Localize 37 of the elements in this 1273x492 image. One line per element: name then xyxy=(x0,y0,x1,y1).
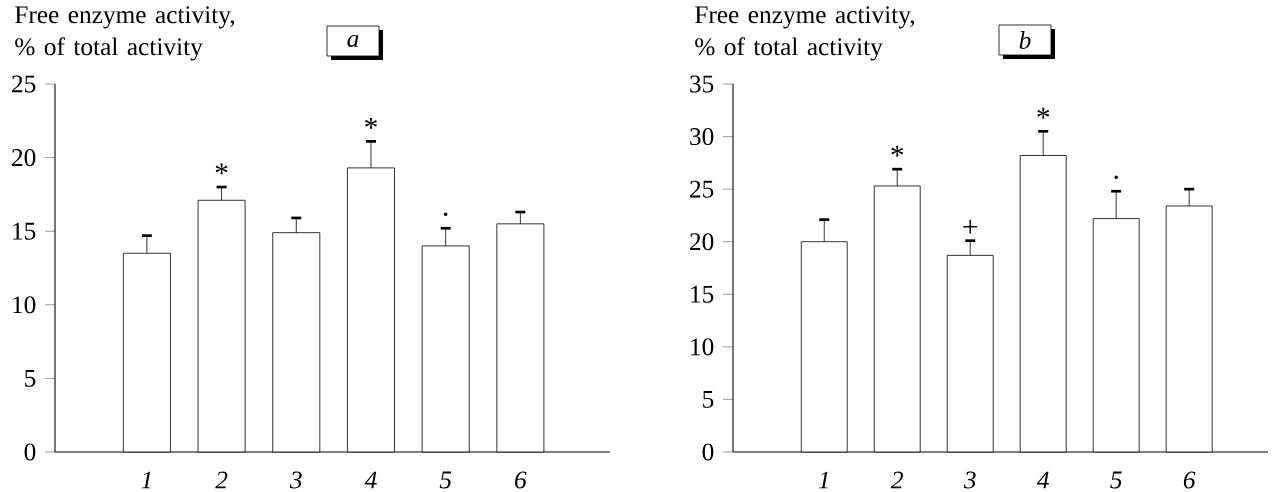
x-tick-label: 5 xyxy=(439,471,452,489)
y-tick-label: 35 xyxy=(690,75,714,93)
x-tick-label: 2 xyxy=(215,471,228,489)
y-axis-title: Free enzyme activity, % of total activity xyxy=(15,6,235,61)
annotation: * xyxy=(891,145,904,157)
x-tick-label: 2 xyxy=(890,471,903,489)
y-tick-label: 30 xyxy=(690,128,714,146)
x-tick-label: 1 xyxy=(141,471,151,489)
y-tick-label: 25 xyxy=(12,75,36,93)
x-tick-label: 4 xyxy=(364,471,377,489)
y-tick-label: 0 xyxy=(702,443,714,461)
x-tick-label: 3 xyxy=(289,471,302,489)
y-tick-label: 15 xyxy=(13,222,36,240)
y-tick-label: 20 xyxy=(12,149,36,167)
y-tick-label: 5 xyxy=(25,369,36,387)
chart-title: a xyxy=(347,34,359,48)
x-tick-label: 6 xyxy=(515,471,527,489)
y-tick-label: 25 xyxy=(690,180,714,198)
y-axis-title: Free enzyme activity, % of total activity xyxy=(695,6,915,61)
chart-title: b xyxy=(1019,31,1031,49)
y-tick-label: 15 xyxy=(691,285,714,303)
annotation: · xyxy=(443,212,448,216)
annotation: · xyxy=(1114,175,1118,179)
y-tick-label: 5 xyxy=(703,391,714,408)
annotation: * xyxy=(365,117,377,129)
y-tick-label: 20 xyxy=(690,233,714,251)
x-tick-label: 3 xyxy=(963,471,976,489)
annotation: * xyxy=(1037,107,1050,119)
y-tick-label: 10 xyxy=(13,296,36,314)
x-tick-label: 1 xyxy=(818,471,828,489)
x-tick-label: 6 xyxy=(1183,471,1196,489)
x-tick-label: 4 xyxy=(1036,471,1049,489)
annotation: + xyxy=(963,219,978,234)
y-tick-label: 0 xyxy=(24,443,36,461)
y-tick-label: 10 xyxy=(691,338,714,356)
annotation: * xyxy=(215,163,228,175)
x-tick-label: 5 xyxy=(1110,471,1122,489)
